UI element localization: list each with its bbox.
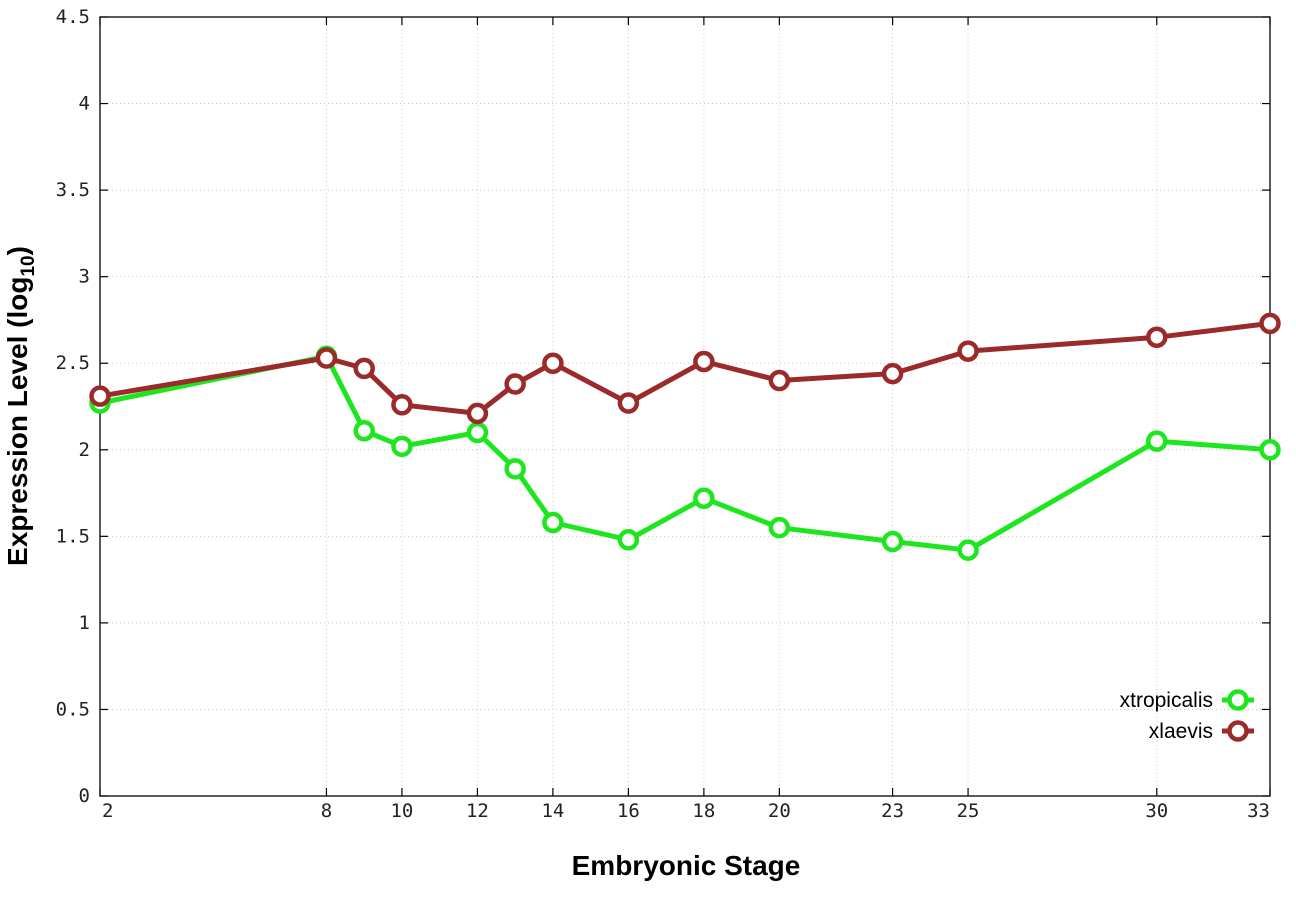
grid-lines bbox=[100, 17, 1270, 796]
data-point bbox=[542, 511, 564, 534]
data-point bbox=[957, 539, 979, 561]
data-point bbox=[693, 350, 715, 373]
x-tick-label: 8 bbox=[321, 800, 332, 822]
plot-frame bbox=[99, 16, 1271, 797]
data-point bbox=[391, 435, 413, 458]
y-tick-label: 3 bbox=[79, 266, 90, 288]
series-line bbox=[99, 320, 1271, 416]
y-tick-label: 0 bbox=[79, 785, 90, 807]
y-tick-label: 1.5 bbox=[56, 525, 90, 547]
series-line bbox=[99, 353, 1271, 553]
data-point bbox=[315, 347, 338, 369]
data-point bbox=[881, 530, 904, 553]
data-point bbox=[1146, 430, 1168, 452]
x-tick-label: 25 bbox=[957, 800, 980, 822]
y-tick-label: 4.5 bbox=[56, 6, 90, 28]
data-point bbox=[693, 487, 715, 509]
data-point bbox=[768, 516, 791, 539]
legend-label: xlaevis bbox=[1149, 720, 1213, 743]
x-tick-label: 18 bbox=[692, 800, 715, 822]
x-tick-label: 20 bbox=[768, 800, 791, 822]
data-point bbox=[1146, 326, 1168, 349]
x-tick-label: 16 bbox=[617, 800, 640, 822]
data-point bbox=[617, 529, 640, 551]
x-tick-label: 10 bbox=[390, 800, 413, 822]
data-point bbox=[89, 385, 111, 407]
data-point bbox=[881, 362, 904, 385]
data-point bbox=[768, 369, 791, 392]
legend: xtropicalis xlaevis bbox=[1120, 689, 1254, 743]
y-tick-label: 2.5 bbox=[56, 352, 90, 374]
y-axis-title-main: Expression Level (log bbox=[2, 277, 33, 566]
data-point bbox=[1259, 439, 1281, 461]
legend-item-xlaevis: xlaevis bbox=[1149, 720, 1254, 743]
x-axis-title: Embryonic Stage bbox=[572, 850, 801, 881]
y-axis-title-subscript: 10 bbox=[18, 255, 39, 276]
x-tick-label: 12 bbox=[466, 800, 489, 822]
legend-label: xtropicalis bbox=[1120, 689, 1213, 712]
data-point bbox=[617, 392, 640, 414]
series-layer bbox=[89, 312, 1281, 561]
y-tick-label: 4 bbox=[79, 93, 90, 115]
y-axis-title: Expression Level (log10) bbox=[2, 246, 39, 566]
x-tick-label: 33 bbox=[1247, 800, 1270, 822]
legend-marker bbox=[1227, 689, 1249, 711]
series-xtropicalis bbox=[89, 345, 1281, 561]
data-point bbox=[466, 421, 489, 444]
y-tick-label: 3.5 bbox=[56, 179, 90, 201]
data-point bbox=[504, 373, 526, 395]
x-axis-ticks: 2 8 10 12 14 16 18 20 23 25 30 33 bbox=[99, 17, 1271, 822]
data-point bbox=[1259, 312, 1281, 335]
y-axis-ticks: 0 0.5 1 1.5 2 2.5 3 3.5 4 4.5 bbox=[56, 6, 1270, 807]
data-point bbox=[353, 357, 375, 380]
y-tick-label: 0.5 bbox=[56, 698, 90, 720]
y-axis-title-close: ) bbox=[2, 246, 33, 255]
data-point bbox=[504, 458, 526, 480]
data-point bbox=[542, 352, 564, 374]
data-point bbox=[957, 340, 979, 362]
x-tick-label: 2 bbox=[102, 800, 113, 822]
x-tick-label: 30 bbox=[1145, 800, 1168, 822]
data-point bbox=[391, 394, 413, 416]
series-xlaevis bbox=[89, 312, 1281, 425]
legend-item-xtropicalis: xtropicalis bbox=[1120, 689, 1254, 712]
y-tick-label: 1 bbox=[79, 612, 90, 634]
data-point bbox=[466, 402, 489, 425]
data-point bbox=[353, 419, 375, 442]
legend-marker bbox=[1227, 720, 1249, 742]
x-tick-label: 23 bbox=[881, 800, 904, 822]
x-tick-label: 14 bbox=[541, 800, 564, 822]
y-tick-label: 2 bbox=[79, 439, 90, 461]
